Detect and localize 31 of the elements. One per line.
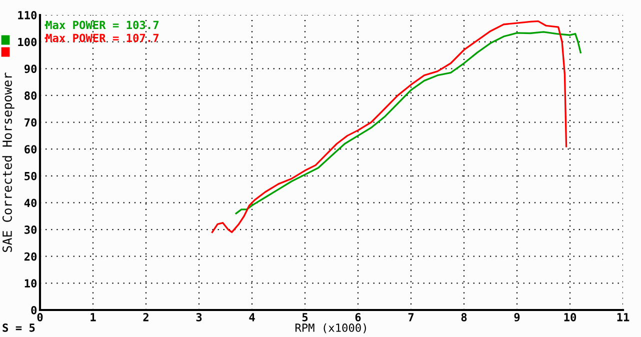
y-tick-label: 10 <box>24 279 37 288</box>
x-tick-label: 0 <box>37 312 43 322</box>
legend-label: Max POWER = 103.7 <box>46 20 158 30</box>
x-tick-label: 6 <box>355 312 361 322</box>
y-tick-label: 50 <box>24 172 37 180</box>
line-series <box>235 31 582 214</box>
y-tick-label: 40 <box>24 198 37 208</box>
x-tick-label: 11 <box>617 313 630 322</box>
x-tick-label: 10 <box>564 312 576 322</box>
x-tick-label: 5 <box>302 313 308 322</box>
y-tick-label: 80 <box>24 91 37 100</box>
text: S = 5 <box>2 323 35 332</box>
x-tick-label: 8 <box>461 312 467 322</box>
x-tick-label: 7 <box>408 313 414 322</box>
y-axis-title: SAE Corrected Horsepower <box>2 72 14 252</box>
y-tick-label: 20 <box>24 252 37 261</box>
line-series <box>211 20 568 234</box>
y-tick-label: 110 <box>18 10 37 20</box>
y-tick-label: 60 <box>24 145 37 154</box>
y-tick-label: 30 <box>24 226 37 234</box>
x-tick-label: 9 <box>514 313 520 322</box>
y-tick-label: 90 <box>24 64 37 74</box>
x-tick-label: 2 <box>143 312 148 322</box>
x-tick-label: 3 <box>196 312 202 322</box>
x-tick-label: 4 <box>249 313 255 322</box>
y-tick-label: 100 <box>18 38 37 46</box>
y-tick-label: 70 <box>24 118 37 127</box>
x-tick-label: 1 <box>90 313 96 322</box>
y-tick-label: 0 <box>31 306 37 314</box>
x-axis-title: RPM (x1000) <box>295 323 366 334</box>
legend-label: Max POWER = 107.7 <box>46 34 158 42</box>
